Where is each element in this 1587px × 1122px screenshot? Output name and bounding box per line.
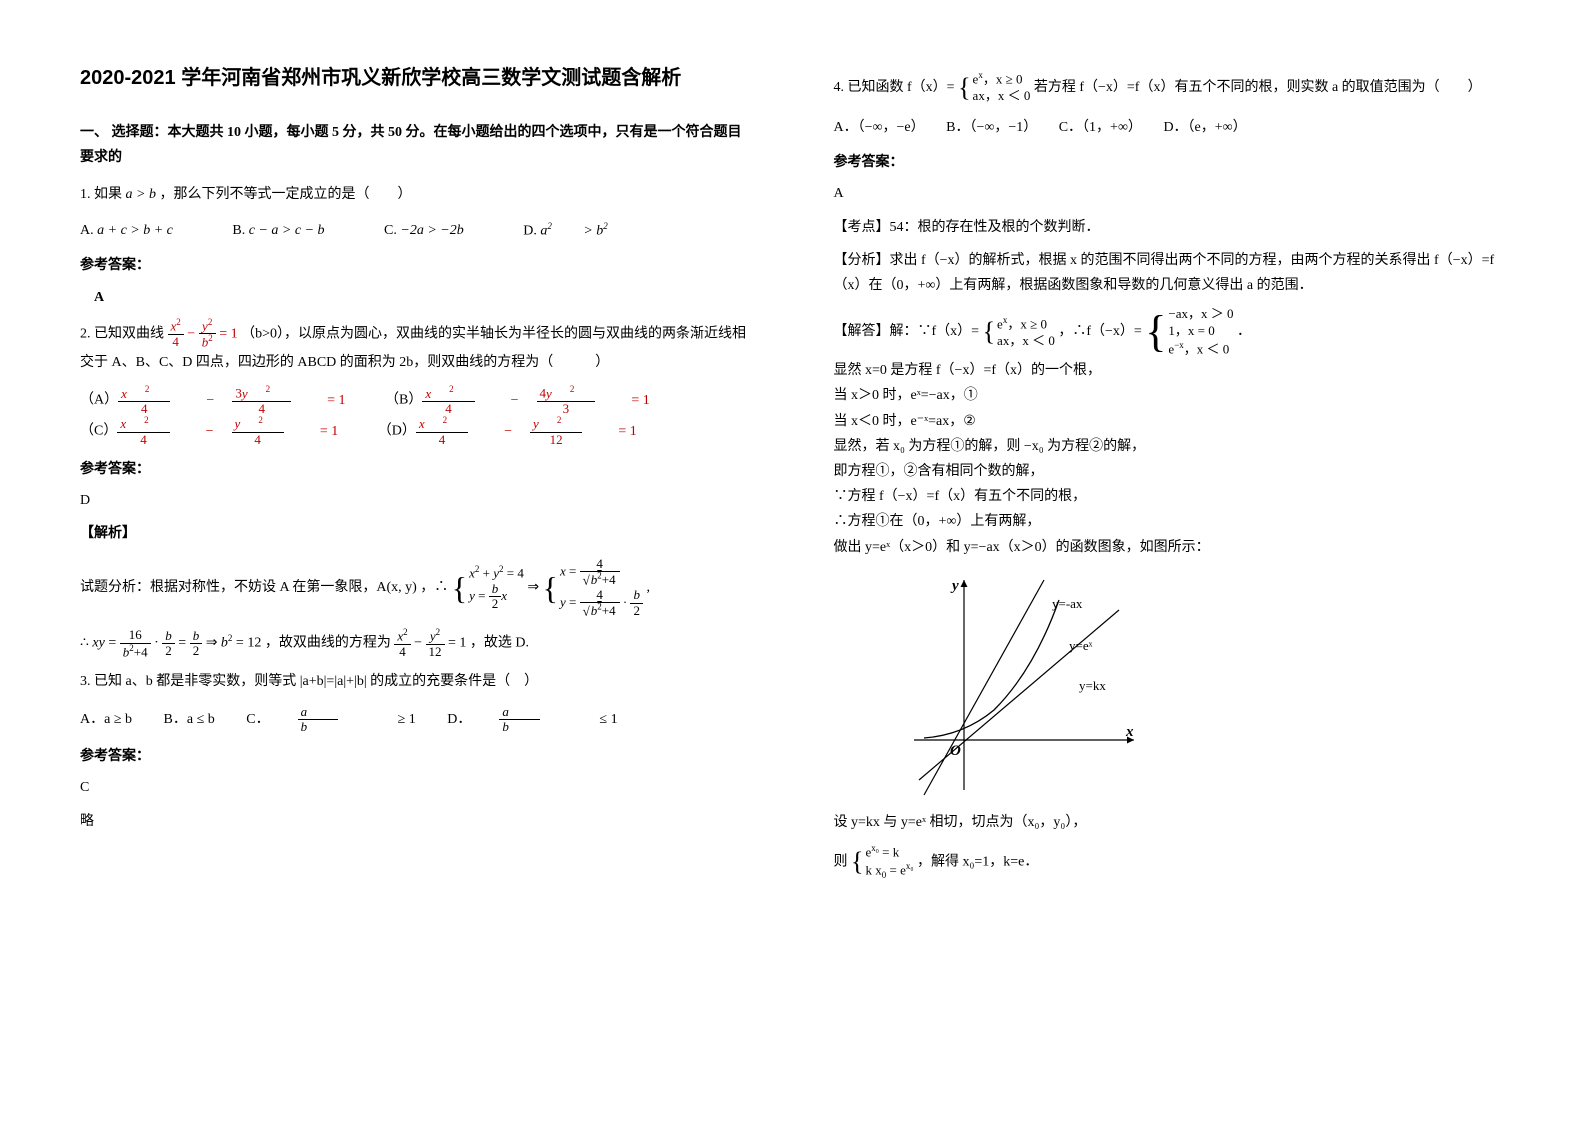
q2-sol1-text: 试题分析：根据对称性，不妨设 A 在第一象限，A(x, y) ，∴: [80, 580, 452, 595]
q4-l5: 即方程①，②含有相同个数的解，: [834, 459, 1508, 484]
q1-text: 1. 如果 a > b ，那么下列不等式一定成立的是（ ）: [80, 187, 411, 202]
answer-label: 参考答案：: [80, 457, 754, 482]
q1-optB: B. c − a > c − b: [232, 218, 352, 243]
q1-optC: C. −2a > −2b: [384, 218, 492, 243]
q2-sol3-text: ，故选 D.: [470, 636, 529, 651]
q3-optA: A．a ≥ b: [80, 707, 132, 732]
q3-lue: 略: [80, 809, 754, 834]
q4-l3: 当 x＜0 时，e⁻ˣ=ax，②: [834, 409, 1508, 434]
q4-jieda: 【解答】解：∵f（x）= { ex，x ≥ 0ax，x ＜ 0 ，∴f（−x）=…: [834, 306, 1508, 358]
svg-text:y: y: [950, 578, 959, 594]
eq-one: = 1: [219, 326, 237, 341]
q2-sol-line1: 试题分析：根据对称性，不妨设 A 在第一象限，A(x, y) ，∴ { x2 +…: [80, 557, 754, 619]
q4-l10-text: 则: [834, 855, 852, 870]
q2-sol2-text: ，故双曲线的方程为: [265, 636, 395, 651]
svg-text:x: x: [1125, 724, 1134, 740]
q4-pre: 4. 已知函数 f（x）=: [834, 80, 959, 95]
q4-l4: 显然，若 x₀ 为方程①的解，则 −x₀ 为方程②的解，: [834, 434, 1508, 459]
implies: ⇒: [527, 580, 542, 595]
comma: ,: [646, 580, 650, 595]
brace-icon: {: [958, 75, 970, 101]
q2-optB: （B）x24 − 4y23 = 1: [385, 385, 668, 416]
q4-chart: y=-ax y=eˣ y=kx x y O: [894, 570, 1154, 800]
svg-text:y=eˣ: y=eˣ: [1069, 638, 1093, 653]
q4-optB: B．（−∞，−1）: [946, 115, 1037, 140]
q4-optC: C．（1，+∞）: [1059, 115, 1142, 140]
answer-label: 参考答案：: [80, 253, 754, 278]
q4-l8: 做出 y=eˣ（x＞0）和 y=−ax（x＞0）的函数图象，如图所示：: [834, 535, 1508, 560]
q2-eq-frac1: x24: [168, 318, 184, 349]
q4-l2: 当 x＞0 时，eˣ=−ax，①: [834, 383, 1508, 408]
q3-optC: C．ab ≥ 1: [246, 705, 416, 735]
q2-eq-frac2: y2b2: [199, 318, 216, 350]
period: ．: [1237, 324, 1251, 339]
q4-answer: A: [834, 181, 1508, 206]
q4-jd-text: 【解答】解：∵f（x）=: [834, 324, 983, 339]
svg-text:y=-ax: y=-ax: [1052, 596, 1083, 611]
brace-icon: {: [1145, 310, 1166, 354]
q4-jd2-text: ，∴f（−x）=: [1058, 324, 1145, 339]
minus-sign: −: [187, 326, 198, 341]
q2-options: （A）x24 − 3y24 = 1 （B）x24 − 4y23 = 1 （C）x…: [80, 385, 754, 447]
page-title: 2020-2021 学年河南省郑州市巩义新欣学校高三数学文测试题含解析: [80, 60, 754, 96]
q2-optA: （A）x24 − 3y24 = 1: [80, 385, 364, 416]
q3-optB: B．a ≤ b: [164, 707, 215, 732]
q3-optD: D．ab ≤ 1: [447, 705, 617, 735]
q2-optC: （C）x24 − y24 = 1: [80, 416, 356, 447]
q2-optD: （D）x24 − y212 = 1: [378, 416, 655, 447]
q1-stem: 1. 如果 a > b ，那么下列不等式一定成立的是（ ）: [80, 182, 754, 207]
q2-pre: 2. 已知双曲线: [80, 326, 168, 341]
q4-options: A．（−∞，−e） B．（−∞，−1） C．（1，+∞） D．（e，+∞）: [834, 115, 1508, 140]
answer-label: 参考答案：: [834, 150, 1508, 175]
q4-l10: 则 { ex₀ = k k x0 = ex₀ ，解得 x₀=1，k=e．: [834, 843, 1508, 882]
q3-answer: C: [80, 775, 754, 800]
q3-stem: 3. 已知 a、b 都是非零实数，则等式 |a+b|=|a|+|b| 的成立的充…: [80, 669, 754, 694]
brace-icon: {: [983, 319, 995, 345]
q2-sol-line2: ∴ xy = 16b2+4 · b2 = b2 ⇒ b2 = 12 ，故双曲线的…: [80, 628, 754, 659]
q4-piecewise: { ex，x ≥ 0 ax，x ＜ 0: [958, 70, 1030, 105]
q2-system2: { x = 4√b2+4 y = 4√b2+4 · b2: [543, 557, 643, 619]
q1-options: A. a + c > b + c B. c − a > c − b C. −2a…: [80, 218, 754, 244]
svg-text:y=kx: y=kx: [1079, 678, 1106, 693]
q1-optD: D. a2 > b2: [523, 218, 664, 244]
q4-optD: D．（e，+∞）: [1163, 115, 1246, 140]
q4-optA: A．（−∞，−e）: [834, 115, 925, 140]
q4-l9: 设 y=kx 与 y=eˣ 相切，切点为（x₀，y₀），: [834, 810, 1508, 835]
q1-optA: A. a + c > b + c: [80, 218, 201, 243]
q4-kaodian: 【考点】54：根的存在性及根的个数判断．: [834, 215, 1508, 240]
jiexi-label: 【解析】: [80, 521, 754, 546]
q4-l11-text: ，解得 x₀=1，k=e．: [917, 855, 1038, 870]
brace-icon: {: [452, 572, 467, 604]
q4-post: 若方程 f（−x）=f（x）有五个不同的根，则实数 a 的取值范围为（ ）: [1034, 80, 1482, 95]
q3-options: A．a ≥ b B．a ≤ b C．ab ≥ 1 D．ab ≤ 1: [80, 705, 754, 735]
svg-text:O: O: [950, 743, 961, 759]
q1-answer: A: [94, 285, 754, 310]
q4-stem: 4. 已知函数 f（x）= { ex，x ≥ 0 ax，x ＜ 0 若方程 f（…: [834, 70, 1508, 105]
q2-stem: 2. 已知双曲线 x24 − y2b2 = 1 （b>0），以原点为圆心，双曲线…: [80, 318, 754, 375]
brace-icon: {: [543, 572, 558, 604]
q4-l1: 显然 x=0 是方程 f（−x）=f（x）的一个根，: [834, 358, 1508, 383]
q4-l7: ∴方程①在（0，+∞）上有两解，: [834, 509, 1508, 534]
answer-label: 参考答案：: [80, 744, 754, 769]
q2-system1: { x2 + y2 = 4 y = b2x: [452, 564, 524, 612]
q4-fenxi: 【分析】求出 f（−x）的解析式，根据 x 的范围不同得出两个不同的方程，由两个…: [834, 248, 1508, 298]
brace-icon: {: [851, 849, 863, 875]
section-heading: 一、 选择题：本大题共 10 小题，每小题 5 分，共 50 分。在每小题给出的…: [80, 120, 754, 170]
q2-answer: D: [80, 488, 754, 513]
q4-l6: ∵方程 f（−x）=f（x）有五个不同的根，: [834, 484, 1508, 509]
